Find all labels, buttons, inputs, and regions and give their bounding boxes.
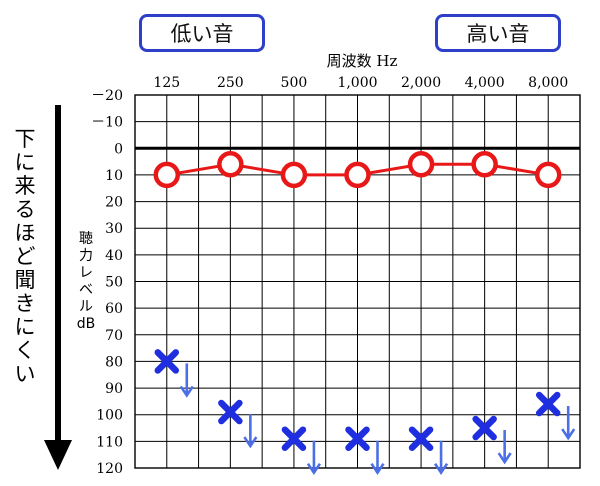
harder-to-hear-char: 来 (15, 174, 36, 198)
x-marker-with-arrow (408, 426, 449, 476)
frequency-axis-title: 周波数 Hz (327, 52, 398, 70)
down-arrow-head (433, 462, 449, 476)
harder-to-hear-char: る (15, 198, 36, 222)
ylabel-char: ル (79, 299, 93, 315)
down-arrow-head (497, 452, 512, 465)
ylabel-char: ベ (79, 282, 93, 298)
harder-to-hear-char: き (15, 292, 36, 316)
x-marker-stroke (472, 415, 497, 441)
down-arrow-head (179, 385, 194, 398)
y-tick-label: 110 (96, 434, 123, 450)
x-tick-label: 250 (217, 75, 244, 91)
harder-to-hear-char: 聞 (15, 268, 36, 292)
circle-marker (407, 151, 435, 178)
y-tick-label: 0 (114, 141, 123, 157)
circle-marker (280, 161, 308, 189)
y-tick-label: －20 (91, 88, 123, 104)
x-tick-labels: 125 250 500 1,000 2,000 4,000 8,000 (153, 75, 568, 91)
x-marker-with-arrow (281, 426, 322, 476)
x-tick-label: 4,000 (465, 75, 505, 91)
x-marker-with-arrow (154, 349, 194, 398)
circle-marker (217, 151, 244, 178)
harder-to-hear-char: に (15, 151, 36, 175)
x-marker-stroke (218, 399, 243, 425)
harder-to-hear-char: く (15, 339, 36, 363)
x-marker-stroke (281, 426, 307, 451)
y-tick-label: 70 (105, 328, 123, 344)
y-tick-label: 40 (105, 248, 123, 264)
circle-marker (471, 151, 498, 178)
y-tick-label: 50 (105, 275, 123, 291)
x-tick-label: 125 (153, 75, 180, 91)
y-tick-labels: －20 －10 0 10 20 30 40 50 60 70 80 90 100 110 120 (91, 88, 123, 477)
high-sound-badge: 高い音 (435, 14, 561, 52)
low-sound-badge: 低い音 (139, 14, 265, 52)
harder-to-hear-char: い (15, 362, 36, 386)
down-arrow-head (243, 436, 258, 449)
x-marker-stroke (408, 426, 434, 451)
y-tick-label: 30 (105, 221, 123, 237)
x-marker-with-arrow (535, 391, 576, 441)
harder-to-hear-char: 下 (15, 127, 36, 151)
down-arrow-head (561, 428, 576, 441)
down-arrow-head (44, 440, 72, 470)
circle-marker (344, 161, 371, 189)
x-marker-stroke (535, 391, 561, 417)
x-tick-label: 8,000 (528, 75, 568, 91)
down-arrow-head (306, 462, 322, 476)
circle-marker (534, 161, 562, 189)
series (153, 151, 576, 476)
y-tick-label: 90 (105, 381, 123, 397)
x-marker-stroke (345, 426, 370, 451)
x-tick-label: 2,000 (401, 75, 441, 91)
x-tick-label: 1,000 (337, 75, 377, 91)
y-tick-label: 20 (105, 195, 123, 211)
ylabel-char: 力 (79, 248, 93, 264)
y-tick-label: 120 (96, 461, 123, 477)
ylabel-char: 聴 (79, 231, 93, 247)
y-tick-label: 60 (105, 301, 123, 317)
y-tick-label: 10 (105, 168, 123, 184)
grid (134, 94, 581, 469)
y-tick-label: 80 (105, 354, 123, 370)
x-marker-with-arrow (345, 426, 385, 476)
harder-to-hear-char: に (15, 315, 36, 339)
x-marker-stroke (154, 349, 180, 374)
y-tick-label: 100 (96, 408, 123, 424)
x-marker-with-arrow (472, 415, 512, 465)
x-tick-label: 500 (281, 75, 308, 91)
ylabel-char: dB (77, 316, 96, 332)
ylabel-char: レ (79, 265, 93, 281)
x-marker-with-arrow (218, 399, 258, 449)
circle-marker (153, 161, 181, 189)
y-tick-label: －10 (91, 115, 123, 131)
harder-to-hear-char: ほ (15, 221, 36, 245)
down-arrow-head (370, 462, 385, 476)
harder-to-hear-char: ど (15, 245, 36, 269)
